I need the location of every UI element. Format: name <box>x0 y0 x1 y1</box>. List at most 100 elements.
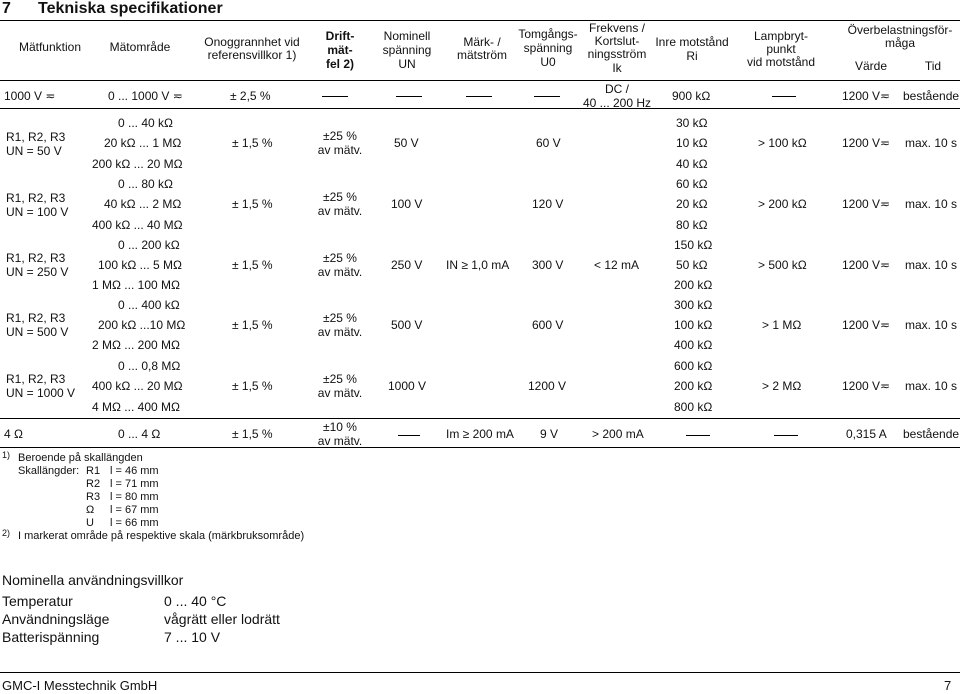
group-250v-lamp: > 500 kΩ <box>758 258 807 272</box>
footnote-1-mark: 1) <box>2 450 11 460</box>
group-500v-drift-1: ±25 % <box>323 311 357 325</box>
group-50v-inner-3: 40 kΩ <box>676 157 708 171</box>
header-voltage-1: Nominell <box>383 29 431 43</box>
header-lamp-3: vid motstånd <box>746 55 816 69</box>
header-overload-time: Tid <box>924 59 942 73</box>
shared-current: IN ≥ 1,0 mA <box>446 258 510 272</box>
row-4ohm-drift-2: av mätv. <box>317 434 363 448</box>
row-1000v-idle-dash <box>534 96 560 97</box>
row-1000v-lamp-dash <box>772 96 796 97</box>
group-50v-range-1: 0 ... 40 kΩ <box>118 116 173 130</box>
header-accuracy-2: referensvillkor 1) <box>207 48 297 62</box>
group-500v-inner-2: 100 kΩ <box>674 318 713 332</box>
group-50v-inner-1: 30 kΩ <box>676 116 708 130</box>
header-freq-3: ningsström <box>587 47 647 61</box>
header-inner-1: Inre motstånd <box>655 35 729 49</box>
group-250v-inner-3: 200 kΩ <box>674 278 713 292</box>
group-500v-overload-time: max. 10 s <box>905 318 958 332</box>
footnote-scale-name: R3 <box>86 491 101 503</box>
condition-label: Batterispänning <box>2 629 100 645</box>
header-lamp-1: Lampbryt- <box>753 29 809 43</box>
group-500v-inner-1: 300 kΩ <box>674 298 713 312</box>
group-50v-nominal: UN = 50 V <box>6 144 62 158</box>
group-1000v-range-1: 0 ... 0,8 MΩ <box>118 359 181 373</box>
row-1000v-inner: 900 kΩ <box>672 89 711 103</box>
row-1000v-current-dash <box>466 96 492 97</box>
group-100v-function: R1, R2, R3 <box>6 191 66 205</box>
group-1000v-range-2: 400 kΩ ... 20 MΩ <box>92 379 183 393</box>
group-1000v-overload-value: 1200 V≂ <box>842 379 891 393</box>
group-50v-idle: 60 V <box>536 136 561 150</box>
condition-label: Användningsläge <box>2 611 110 627</box>
group-50v-accuracy: ± 1,5 % <box>232 136 273 150</box>
group-1000v-voltage: 1000 V <box>388 379 427 393</box>
row-4ohm-idle: 9 V <box>540 427 559 441</box>
group-250v-accuracy: ± 1,5 % <box>232 258 273 272</box>
group-100v-overload-value: 1200 V≂ <box>842 197 891 211</box>
footnote-1-text: Beroende på skallängden <box>18 452 143 464</box>
group-100v-overload-time: max. 10 s <box>905 197 958 211</box>
header-voltage-3: UN <box>398 57 416 71</box>
header-function: Mätfunktion <box>18 40 82 54</box>
footnote-scale-name: Ω <box>86 504 95 516</box>
group-500v-idle: 600 V <box>532 318 564 332</box>
condition-value: 0 ... 40 °C <box>164 593 227 609</box>
header-current-2: mätström <box>456 48 507 62</box>
header-top-rule <box>0 20 960 21</box>
row-4ohm-inner-dash <box>686 435 710 436</box>
footnote-2-text: I markerat område på respektive skala (m… <box>18 530 305 542</box>
footnote-scale-value: l = 71 mm <box>110 478 159 490</box>
group-500v-inner-3: 400 kΩ <box>674 338 713 352</box>
header-accuracy-1: Onoggrannhet vid <box>204 35 300 49</box>
group-250v-idle: 300 V <box>532 258 564 272</box>
group-250v-inner-1: 150 kΩ <box>674 238 713 252</box>
group-250v-inner-2: 50 kΩ <box>676 258 708 272</box>
header-overload-2: måga <box>884 36 916 50</box>
row-4ohm-freq: > 200 mA <box>592 427 644 441</box>
section-title: Tekniska specifikationer <box>38 0 223 17</box>
condition-value: 7 ... 10 V <box>164 629 221 645</box>
conditions-title: Nominella användningsvillkor <box>2 572 184 588</box>
row-4ohm-accuracy: ± 1,5 % <box>232 427 273 441</box>
group-100v-idle: 120 V <box>532 197 564 211</box>
group-1000v-drift-1: ±25 % <box>323 372 357 386</box>
shared-shortcircuit: < 12 mA <box>594 258 640 272</box>
table-bottom-rule <box>0 447 960 448</box>
header-inner-2: Ri <box>686 49 698 63</box>
group-100v-drift-1: ±25 % <box>323 190 357 204</box>
condition-value: vågrätt eller lodrätt <box>164 611 280 627</box>
header-overload-value: Värde <box>854 59 888 73</box>
group-100v-range-2: 40 kΩ ... 2 MΩ <box>104 197 182 211</box>
group-500v-accuracy: ± 1,5 % <box>232 318 273 332</box>
group-250v-overload-value: 1200 V≂ <box>842 258 891 272</box>
group-100v-voltage: 100 V <box>391 197 423 211</box>
header-idle-1: Tomgångs- <box>518 27 578 41</box>
row-1000v-freq-2: 40 ... 200 Hz <box>582 96 652 110</box>
row-4ohm-overload-time: bestående <box>903 427 960 441</box>
header-voltage-2: spänning <box>382 43 432 57</box>
group-100v-range-3: 400 kΩ ... 40 MΩ <box>92 218 183 232</box>
row-1000v-voltage-dash <box>396 96 422 97</box>
group-100v-drift-2: av mätv. <box>317 204 363 218</box>
row-4ohm-function: 4 Ω <box>4 427 23 441</box>
row-1000v-range: 0 ... 1000 V ≂ <box>108 89 183 103</box>
footer-page-number: 7 <box>944 678 952 693</box>
group-1000v-nominal: UN = 1000 V <box>6 386 76 400</box>
header-range: Mätområde <box>109 40 171 54</box>
group-50v-drift-2: av mätv. <box>317 143 363 157</box>
group-500v-lamp: > 1 MΩ <box>762 318 802 332</box>
group-250v-function: R1, R2, R3 <box>6 251 66 265</box>
footnote-scale-value: l = 67 mm <box>110 504 159 516</box>
group-1000v-inner-2: 200 kΩ <box>674 379 713 393</box>
group-50v-function: R1, R2, R3 <box>6 130 66 144</box>
group-1000v-accuracy: ± 1,5 % <box>232 379 273 393</box>
group-250v-range-2: 100 kΩ ... 5 MΩ <box>98 258 182 272</box>
header-drift-1: Drift- <box>325 29 355 43</box>
footnote-scale-name: R1 <box>86 465 101 477</box>
group-100v-inner-3: 80 kΩ <box>676 218 708 232</box>
header-freq-4: Ik <box>612 61 622 75</box>
footnote-scale-value: l = 46 mm <box>110 465 159 477</box>
group-100v-range-1: 0 ... 80 kΩ <box>118 177 173 191</box>
group-500v-drift-2: av mätv. <box>317 325 363 339</box>
group-1000v-inner-1: 600 kΩ <box>674 359 713 373</box>
